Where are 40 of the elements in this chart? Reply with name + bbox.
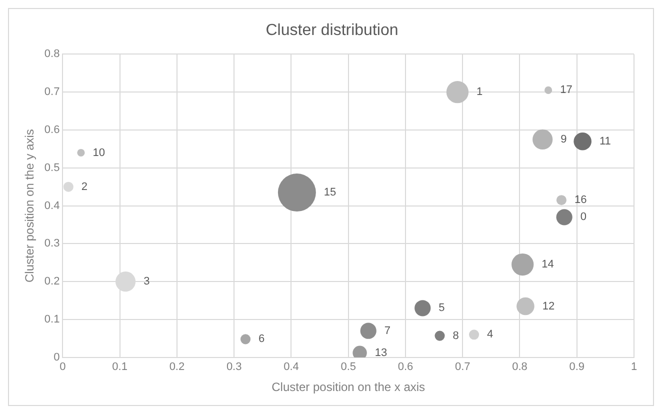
series-label: 10	[92, 146, 106, 159]
chart-title: Cluster distribution	[266, 22, 398, 40]
series-label: 15	[324, 186, 336, 199]
series-label: 12	[542, 300, 555, 312]
series-label: 17	[560, 84, 572, 96]
series-label: 6	[258, 333, 265, 346]
y-tick-label: 0.5	[44, 162, 60, 174]
y-axis-title: Cluster position on the y axis	[22, 129, 37, 283]
y-tick-label: 0.8	[44, 48, 60, 60]
x-tick-label: 0.2	[169, 361, 185, 374]
x-tick-label: 0.5	[340, 361, 356, 374]
x-tick-label: 0.9	[569, 361, 585, 374]
x-tick-label: 0.7	[454, 361, 470, 374]
x-tick-label: 0.6	[398, 361, 414, 374]
x-axis-title: Cluster position on the x axis	[272, 380, 426, 394]
x-tick-label: 0.4	[284, 361, 299, 374]
series-label: 3	[144, 276, 150, 288]
series-label: 14	[542, 258, 554, 271]
series-label: 13	[374, 346, 388, 359]
x-tick-label: 0.8	[512, 361, 528, 374]
series-label: 11	[599, 135, 611, 148]
y-tick-label: 0.1	[44, 314, 60, 326]
x-tick-label: 0.1	[112, 361, 128, 374]
y-tick-label: 0.2	[44, 276, 60, 288]
y-tick-label: 0.3	[44, 238, 60, 250]
series-label: 0	[580, 211, 586, 224]
y-tick-label: 0	[54, 351, 60, 364]
series-label: 4	[487, 328, 494, 341]
series-label: 9	[560, 134, 567, 146]
y-tick-label: 0.6	[44, 124, 60, 136]
series-label: 16	[574, 194, 587, 206]
y-tick-label: 0.4	[44, 200, 60, 212]
series-label: 1	[476, 86, 483, 98]
series-label: 8	[452, 330, 459, 342]
series-label: 2	[81, 180, 88, 193]
x-tick-label: 1	[630, 361, 638, 374]
series-label: 5	[438, 302, 445, 314]
x-tick-label: 0.3	[226, 361, 242, 374]
series-label: 7	[384, 324, 391, 337]
y-tick-label: 0.7	[44, 86, 60, 98]
